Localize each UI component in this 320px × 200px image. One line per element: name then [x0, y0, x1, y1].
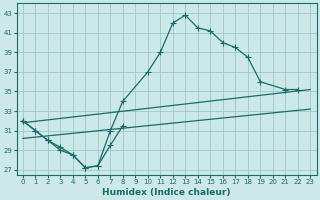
X-axis label: Humidex (Indice chaleur): Humidex (Indice chaleur): [102, 188, 231, 197]
